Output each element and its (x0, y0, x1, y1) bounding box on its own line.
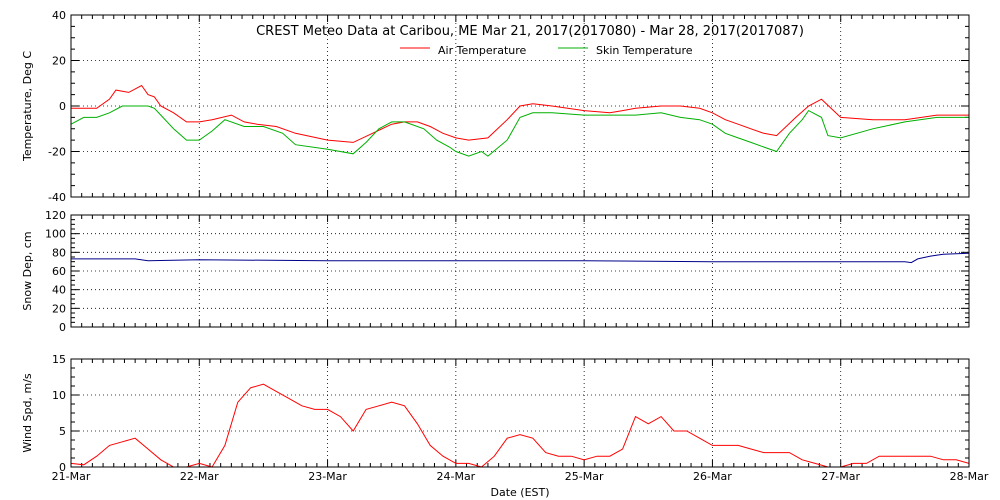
x-tick-label: 24-Mar (436, 470, 475, 483)
series-skin-temperature (71, 105, 969, 157)
x-axis-label: Date (EST) (490, 486, 549, 499)
series-snow-depth (71, 252, 969, 264)
plot-frame (70, 14, 970, 198)
y-tick-label: 0 (59, 321, 66, 334)
series-air-temperature (71, 84, 969, 143)
y-tick-label: -20 (48, 146, 66, 159)
x-tick-label: 28-Mar (950, 470, 989, 483)
y-tick-label: 10 (52, 389, 66, 402)
y-tick-label: -40 (48, 191, 66, 204)
x-tick-label: 25-Mar (565, 470, 604, 483)
x-tick-label: 27-Mar (821, 470, 860, 483)
y-axis-label: Wind Spd, m/s (21, 373, 34, 453)
panel-snow: 0 20 40 60 80 100 120 Snow Dep, cm (21, 209, 970, 334)
x-tick-label: 21-Mar (52, 470, 91, 483)
x-tick-label: 23-Mar (308, 470, 347, 483)
panel-temperature: -40 -20 0 20 40 Temperature, Deg C Air Tempera… (21, 9, 970, 204)
plot-frame (70, 214, 970, 328)
plot-frame (70, 358, 970, 468)
y-axis-label: Snow Dep, cm (21, 231, 34, 310)
y-tick-label: 60 (52, 265, 66, 278)
y-tick-label: 80 (52, 246, 66, 259)
panel-wind: 0 5 10 15 Wind Spd, m/s (21, 353, 970, 474)
y-tick-label: 0 (59, 461, 66, 474)
y-tick-label: 40 (52, 284, 66, 297)
y-tick-label: 40 (52, 9, 66, 22)
legend: Air Temperature Skin Temperature (400, 44, 693, 57)
y-tick-label: 20 (52, 302, 66, 315)
y-tick-label: 120 (45, 209, 66, 222)
chart-panels: -40 -20 0 20 40 Temperature, Deg C Air Tempera… (21, 9, 989, 483)
y-tick-label: 100 (45, 228, 66, 241)
legend-label: Air Temperature (438, 44, 527, 57)
legend-label: Skin Temperature (596, 44, 693, 57)
series-wind-speed (71, 383, 969, 467)
y-tick-label: 20 (52, 55, 66, 68)
y-tick-label: 15 (52, 353, 66, 366)
y-tick-label: 0 (59, 100, 66, 113)
y-axis-label: Temperature, Deg C (21, 51, 34, 162)
chart-title: CREST Meteo Data at Caribou, ME Mar 21, … (256, 24, 804, 39)
x-tick-label: 26-Mar (693, 470, 732, 483)
y-tick-label: 5 (59, 425, 66, 438)
x-tick-label: 22-Mar (180, 470, 219, 483)
